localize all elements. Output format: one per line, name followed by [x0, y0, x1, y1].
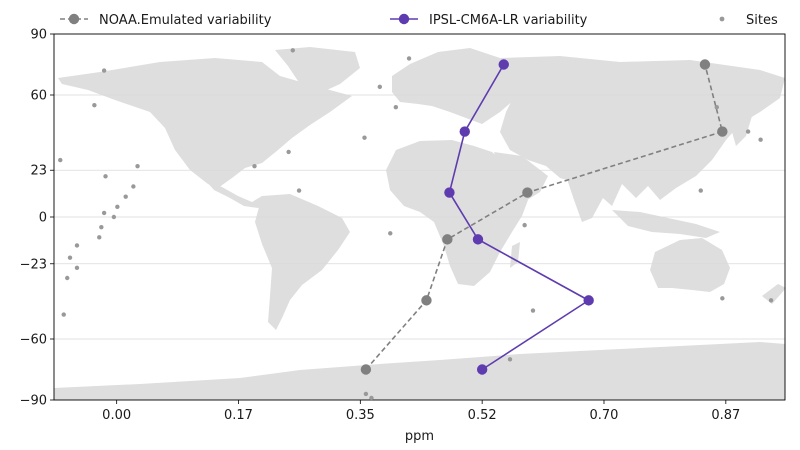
series-layer: [58, 48, 774, 401]
x-tick-label: 0.52: [468, 408, 497, 423]
y-tick-label: 0: [39, 211, 47, 226]
legend-marker-sites: [719, 16, 725, 22]
y-tick-label: −60: [20, 333, 47, 348]
site-point: [758, 137, 763, 142]
site-point: [745, 129, 751, 134]
y-tick-label: −23: [20, 257, 47, 272]
series-marker-ipsl: [444, 187, 455, 198]
series-marker-noaa: [522, 187, 533, 198]
site-point: [97, 235, 102, 240]
y-tick-label: 23: [30, 164, 47, 179]
site-point: [74, 243, 80, 248]
site-point: [58, 157, 63, 163]
world-map-background: [54, 47, 786, 400]
series-marker-noaa: [421, 295, 432, 306]
site-point: [131, 184, 136, 189]
series-marker-noaa: [442, 234, 453, 245]
site-point: [290, 48, 295, 53]
site-point: [135, 163, 140, 169]
x-tick-label: 0.70: [590, 408, 619, 423]
site-point: [362, 135, 367, 140]
site-point: [101, 210, 107, 216]
legend-marker-ipsl: [398, 13, 410, 25]
site-point: [393, 105, 399, 110]
site-point: [377, 84, 383, 90]
site-point: [369, 395, 374, 401]
site-point: [698, 188, 703, 193]
x-tick-label: 0.87: [711, 408, 740, 423]
site-point: [61, 312, 66, 317]
series-line-noaa: [365, 64, 724, 371]
site-point: [65, 275, 70, 281]
legend-label-sites: Sites: [746, 13, 778, 28]
series-marker-noaa: [360, 364, 372, 375]
site-point: [111, 214, 117, 220]
x-tick-label: 0.35: [346, 408, 375, 423]
x-axis-label: ppm: [405, 429, 434, 444]
y-tick-label: −90: [20, 394, 47, 409]
y-tick-label: 60: [30, 89, 47, 104]
site-point: [101, 68, 107, 73]
site-point: [92, 102, 97, 108]
site-point: [103, 174, 108, 179]
site-point: [406, 56, 412, 61]
legend-marker-noaa: [68, 13, 80, 25]
site-point: [99, 224, 104, 230]
legend-label-noaa: NOAA.Emulated variability: [99, 13, 272, 28]
series-marker-ipsl: [472, 234, 484, 245]
x-tick-label: 0.00: [102, 408, 131, 423]
site-point: [115, 204, 120, 210]
y-gridlines: [54, 94, 785, 340]
site-point: [768, 298, 774, 303]
series-line-ipsl: [448, 64, 591, 371]
site-point: [522, 222, 527, 228]
series-marker-ipsl: [498, 59, 509, 70]
axes: 90 60 23 0 −23 −60 −90 0.00 0.17 0.35 0.52 0.70 0.87…: [20, 28, 786, 444]
series-marker-noaa: [699, 59, 711, 70]
series-marker-ipsl: [583, 295, 594, 306]
site-point: [388, 231, 393, 236]
site-point: [507, 357, 513, 362]
site-point: [67, 255, 73, 260]
site-point: [530, 308, 536, 313]
site-point: [252, 163, 257, 169]
site-point: [714, 105, 719, 110]
series-marker-ipsl: [476, 364, 488, 375]
legend: NOAA.Emulated variability IPSL-CM6A-LR va…: [60, 13, 778, 28]
site-point: [74, 265, 80, 271]
legend-label-ipsl: IPSL-CM6A-LR variability: [429, 13, 588, 28]
site-point: [720, 296, 725, 301]
x-tick-label: 0.17: [224, 408, 253, 423]
series-marker-noaa: [717, 126, 728, 137]
site-point: [296, 188, 302, 193]
y-tick-label: 90: [30, 28, 47, 43]
site-point: [286, 149, 291, 155]
site-point: [123, 194, 128, 199]
plot-frame: [53, 33, 786, 401]
site-point: [363, 391, 369, 397]
series-marker-ipsl: [459, 126, 470, 137]
